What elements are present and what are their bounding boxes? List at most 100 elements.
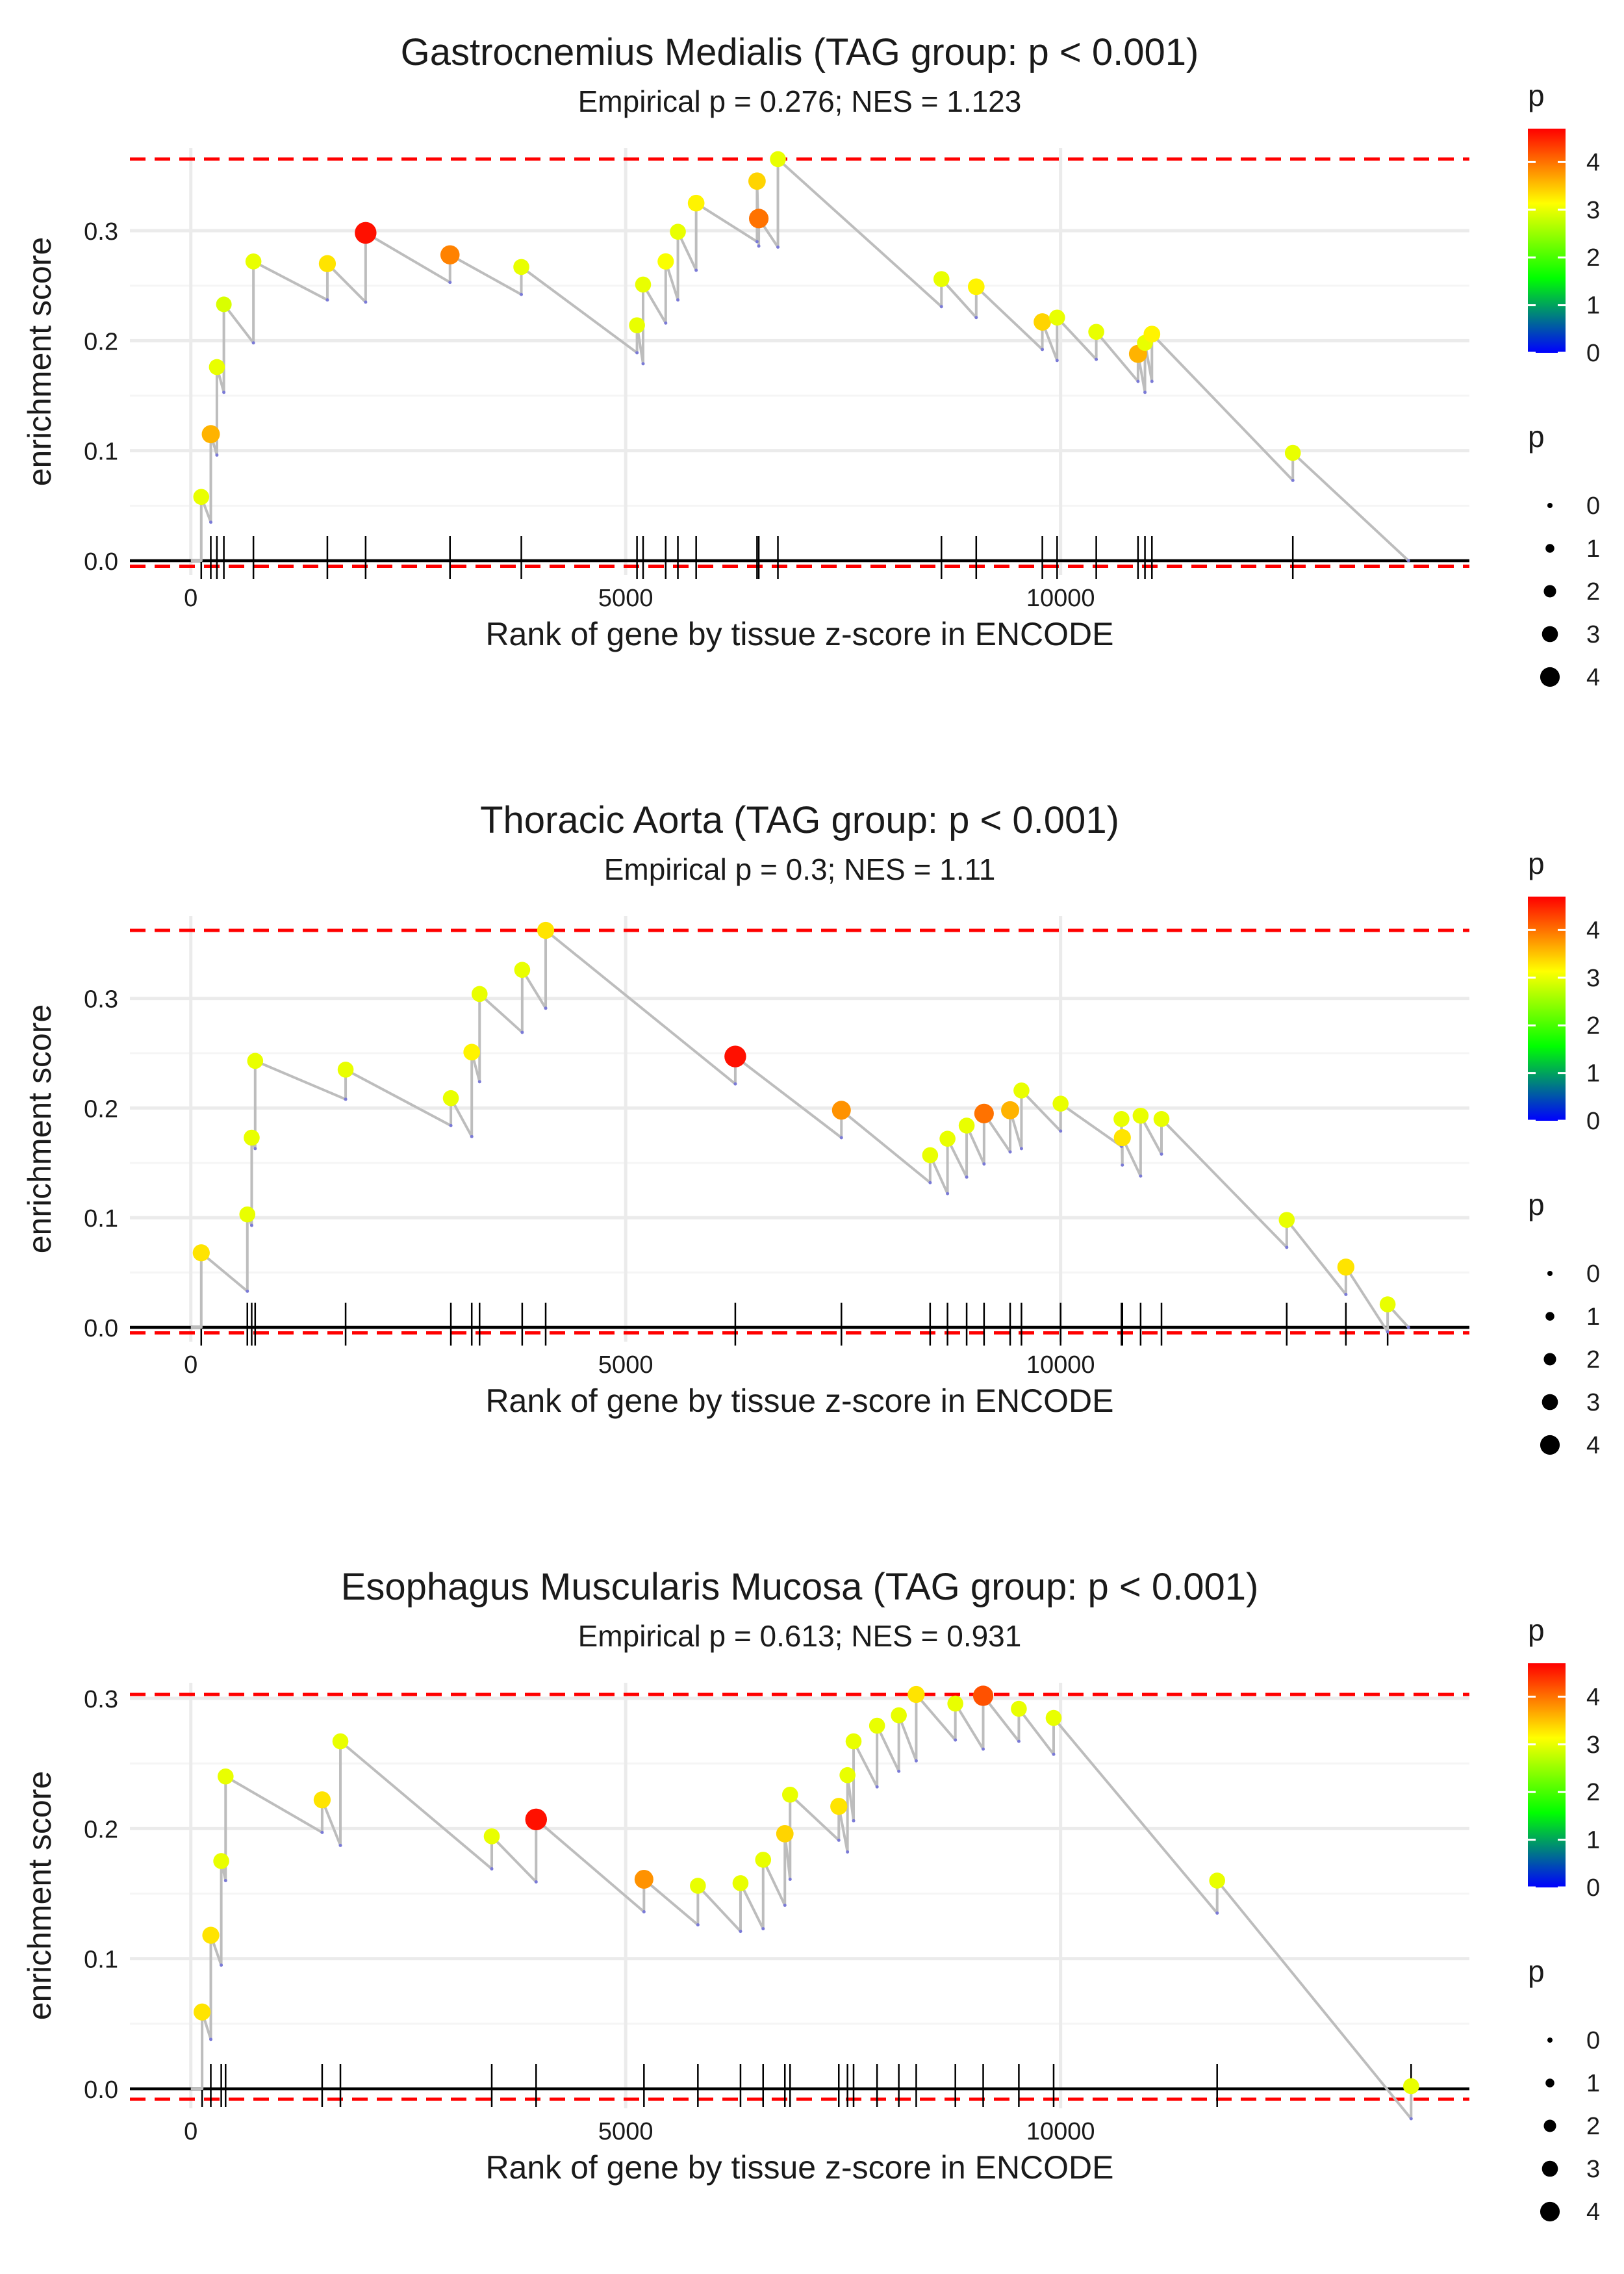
trough-point [664, 321, 668, 325]
trough-point [520, 292, 524, 296]
data-point [831, 1101, 851, 1120]
data-point [724, 1045, 746, 1067]
trough-point [1160, 1152, 1163, 1156]
chart-panel-2: Thoracic Aorta (TAG group: p < 0.001) Emp… [21, 799, 1600, 1459]
chart-panel-1: Gastrocnemius Medialis (TAG group: p < 0… [21, 31, 1600, 691]
data-point [830, 1798, 848, 1815]
trough-point [1041, 348, 1045, 351]
colorbar-label: 0 [1586, 1874, 1600, 1902]
data-point [247, 1053, 264, 1069]
size-legend-dot [1543, 2119, 1556, 2132]
size-legend-label: 2 [1586, 1346, 1600, 1373]
data-point [209, 359, 225, 376]
size-legend-dot [1545, 1312, 1554, 1321]
trough-point [875, 1785, 879, 1789]
size-legend-dot [1540, 667, 1560, 687]
data-point [239, 1206, 256, 1223]
colorbar-label: 3 [1586, 1731, 1600, 1759]
y-axis-title: enrichment score [21, 1771, 58, 2021]
size-legend-dot [1545, 2078, 1554, 2088]
trough-point [1008, 1150, 1012, 1154]
data-point [201, 425, 220, 444]
data-point [755, 1852, 772, 1868]
x-axis-title: Rank of gene by tissue z-score in ENCODE [485, 1383, 1113, 1419]
enrichment-line [190, 928, 1410, 1333]
data-point [537, 921, 555, 939]
colorbar-label: 4 [1586, 1683, 1600, 1711]
data-point [732, 1875, 749, 1891]
y-tick-label: 0.2 [84, 1816, 118, 1843]
enrichment-line [190, 157, 1410, 562]
data-point [440, 245, 460, 265]
data-point [634, 1869, 653, 1889]
data-point [513, 259, 529, 275]
trough-point [246, 1289, 249, 1293]
data-point [967, 278, 985, 296]
y-tick-label: 0.1 [84, 1205, 118, 1233]
trough-point [757, 244, 761, 248]
trough-point [1059, 1129, 1063, 1133]
trough-point [755, 240, 759, 244]
color-legend-title: p [1528, 847, 1545, 880]
data-point [690, 1878, 706, 1894]
data-point [471, 986, 488, 1003]
data-point [748, 172, 766, 190]
trough-point [676, 298, 680, 302]
size-legend-dot [1545, 544, 1554, 553]
trough-point [1055, 359, 1059, 363]
trough-point [215, 453, 219, 457]
x-axis-title: Rank of gene by tissue z-score in ENCODE [485, 616, 1113, 652]
hit-points [193, 151, 1301, 505]
data-point [958, 1118, 975, 1134]
colorbar-label: 2 [1586, 244, 1600, 272]
x-tick-label: 10000 [1026, 2118, 1095, 2145]
trough-point [694, 268, 698, 272]
trough-point [1215, 1911, 1219, 1915]
data-point [972, 1685, 994, 1706]
trough-point [490, 1867, 494, 1871]
size-legend-dot [1540, 1435, 1560, 1455]
y-tick-label: 0.2 [84, 328, 118, 355]
data-point [749, 209, 769, 229]
data-point [244, 1129, 260, 1146]
color-legend-title: p [1528, 1613, 1545, 1647]
trough-point [222, 390, 226, 394]
data-point [974, 1103, 994, 1123]
hit-points [194, 1685, 1419, 2095]
y-tick-label: 0.3 [84, 1686, 118, 1713]
trough-point [338, 1843, 342, 1847]
data-point [1143, 326, 1161, 343]
data-point [1132, 1107, 1149, 1124]
trough-point [928, 1181, 932, 1184]
trough-point [1150, 379, 1154, 383]
size-legend-label: 2 [1586, 578, 1600, 606]
size-legend-title: p [1528, 420, 1545, 454]
trough-point [470, 1134, 474, 1138]
trough-point [897, 1769, 901, 1773]
size-legend-title: p [1528, 1188, 1545, 1221]
trough-point [209, 2038, 213, 2041]
trough-point [739, 1930, 742, 1934]
trough-point [733, 1082, 737, 1086]
data-point [318, 255, 336, 272]
trough-point [1344, 1292, 1348, 1296]
trough-point [839, 1136, 843, 1140]
trough-point [946, 1192, 950, 1195]
trough-point [344, 1097, 348, 1101]
trough-point [251, 341, 255, 345]
size-legend-dot [1542, 626, 1558, 643]
x-tick-label: 10000 [1026, 585, 1095, 612]
y-axis-title: enrichment score [21, 237, 58, 487]
grid [130, 916, 1469, 1342]
color-legend-title: p [1528, 79, 1545, 112]
trough-point [220, 1963, 223, 1967]
trough-point [1136, 379, 1140, 383]
trough-point [788, 1877, 792, 1881]
data-point [939, 1131, 956, 1147]
trough-point [320, 1830, 324, 1834]
legend: p 0 1 2 3 4 p 0 1 2 3 4 [1528, 847, 1600, 1459]
size-legend-dot [1543, 1353, 1556, 1366]
chart-subtitle: Empirical p = 0.613; NES = 0.931 [578, 1619, 1022, 1653]
trough-point [223, 1878, 227, 1882]
